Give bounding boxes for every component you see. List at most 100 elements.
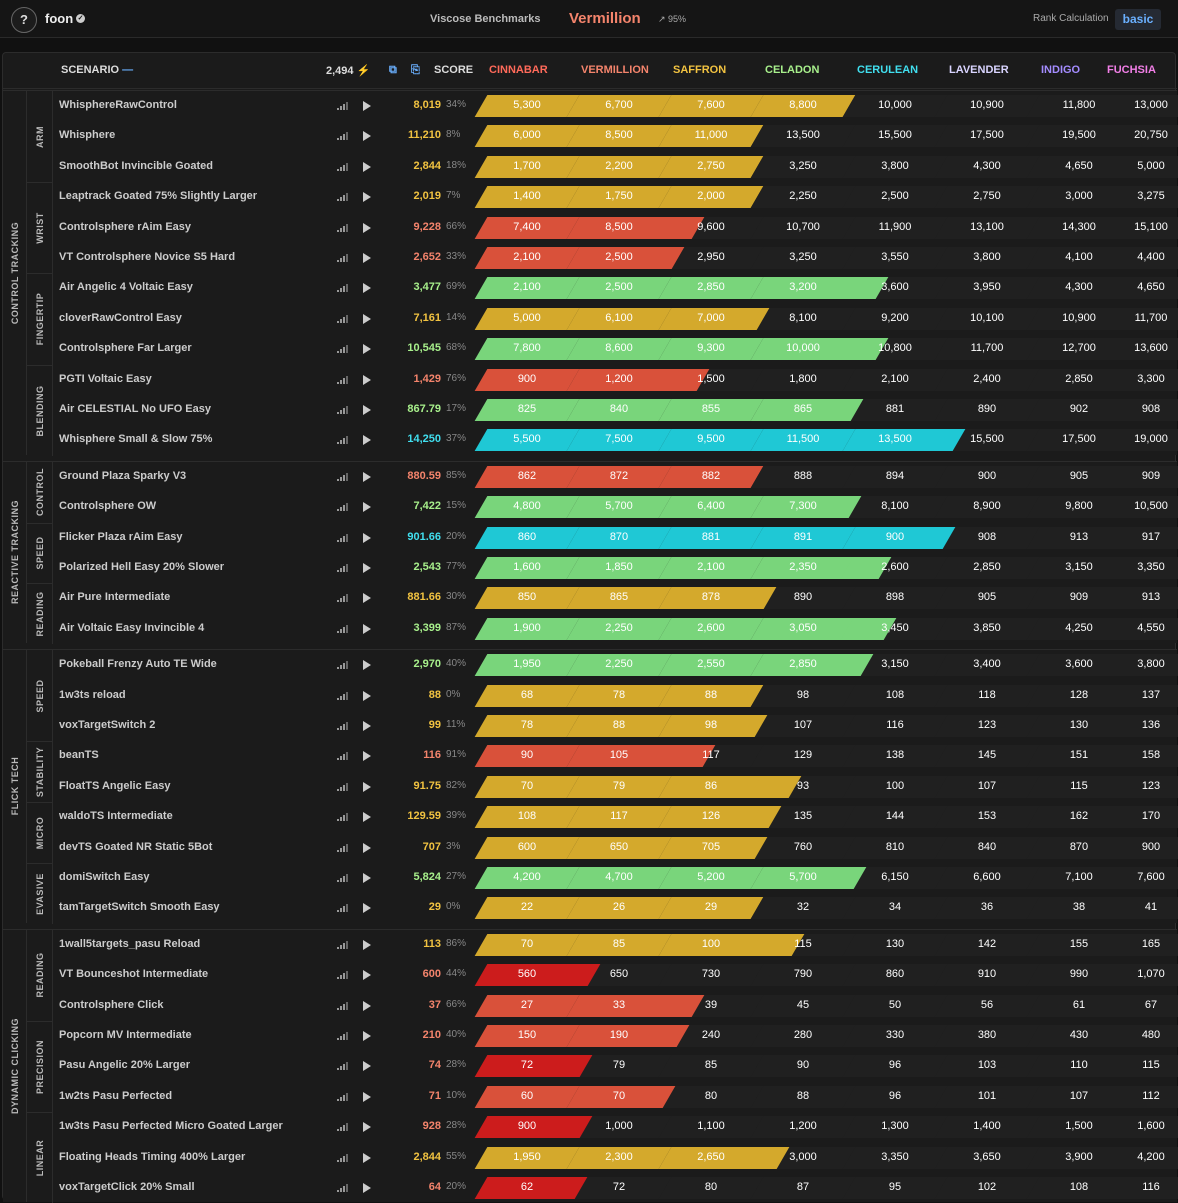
signal-icon[interactable] [337, 782, 349, 791]
play-icon[interactable] [363, 690, 371, 701]
scenario-name[interactable]: Controlsphere Far Larger [59, 342, 192, 355]
signal-icon[interactable] [337, 406, 349, 414]
play-icon[interactable] [363, 1000, 371, 1011]
signal-icon[interactable] [337, 162, 349, 171]
play-icon[interactable] [363, 593, 371, 604]
play-icon[interactable] [363, 970, 371, 981]
signal-icon[interactable] [337, 971, 349, 980]
signal-icon[interactable] [337, 345, 349, 354]
play-icon[interactable] [363, 435, 371, 446]
scenario-name[interactable]: tamTargetSwitch Smooth Easy [59, 901, 220, 914]
signal-icon[interactable] [337, 193, 349, 202]
export-icon[interactable]: ⎘ [411, 64, 420, 76]
signal-icon[interactable] [337, 661, 349, 670]
signal-icon[interactable] [337, 314, 349, 323]
play-icon[interactable] [363, 1061, 371, 1072]
signal-icon[interactable] [337, 1001, 349, 1010]
signal-icon[interactable] [337, 132, 349, 141]
play-icon[interactable] [363, 562, 371, 573]
scenario-name[interactable]: Air CELESTIAL No UFO Easy [59, 403, 211, 415]
scenario-name[interactable]: Controlsphere Click [59, 998, 164, 1011]
scenario-name[interactable]: beanTS [59, 749, 99, 762]
play-icon[interactable] [363, 903, 371, 914]
scenario-name[interactable]: Controlsphere OW [59, 500, 157, 513]
scenario-name[interactable]: domiSwitch Easy [59, 870, 150, 883]
signal-icon[interactable] [337, 940, 349, 949]
play-icon[interactable] [363, 623, 371, 634]
play-icon[interactable] [363, 842, 371, 853]
scenario-name[interactable]: 1w2ts Pasu Perfected [59, 1089, 173, 1102]
signal-icon[interactable] [337, 1153, 349, 1162]
scenario-name[interactable]: 1w3ts Pasu Perfected Micro Goated Larger [59, 1120, 283, 1133]
signal-icon[interactable] [337, 223, 349, 232]
signal-icon[interactable] [337, 624, 349, 633]
play-icon[interactable] [363, 1152, 371, 1163]
play-icon[interactable] [363, 283, 371, 294]
play-icon[interactable] [363, 344, 371, 355]
username[interactable]: foon [45, 11, 74, 26]
play-icon[interactable] [363, 1030, 371, 1041]
scenario-name[interactable]: cloverRawControl Easy [59, 311, 182, 324]
scenario-name[interactable]: 1w3ts reload [59, 688, 126, 701]
play-icon[interactable] [363, 374, 371, 385]
signal-icon[interactable] [337, 843, 349, 852]
play-icon[interactable] [363, 1122, 371, 1133]
scenario-name[interactable]: Floating Heads Timing 400% Larger [59, 1150, 246, 1163]
signal-icon[interactable] [337, 904, 349, 913]
scenario-name[interactable]: PGTI Voltaic Easy [59, 372, 152, 385]
signal-icon[interactable] [337, 1062, 349, 1071]
play-icon[interactable] [363, 660, 371, 671]
play-icon[interactable] [363, 222, 371, 233]
play-icon[interactable] [363, 161, 371, 172]
signal-icon[interactable] [337, 873, 349, 882]
signal-icon[interactable] [337, 1183, 349, 1192]
play-icon[interactable] [363, 405, 371, 415]
scenario-name[interactable]: 1wall5targets_pasu Reload [59, 937, 201, 950]
play-icon[interactable] [363, 253, 371, 263]
play-icon[interactable] [363, 313, 371, 324]
scenario-name[interactable]: Flicker Plaza rAim Easy [59, 530, 183, 543]
scenario-name[interactable]: VT Bounceshot Intermediate [59, 968, 209, 981]
play-icon[interactable] [363, 1182, 371, 1193]
play-icon[interactable] [363, 131, 371, 142]
scenario-name[interactable]: Controlsphere rAim Easy [59, 220, 192, 233]
play-icon[interactable] [363, 939, 371, 950]
play-icon[interactable] [363, 872, 371, 883]
signal-icon[interactable] [337, 284, 349, 293]
signal-icon[interactable] [337, 533, 349, 542]
scenario-name[interactable]: Popcorn MV Intermediate [59, 1028, 192, 1041]
signal-icon[interactable] [337, 752, 349, 761]
scenario-name[interactable]: Ground Plaza Sparky V3 [59, 469, 187, 482]
scenario-name[interactable]: Air Angelic 4 Voltaic Easy [59, 281, 193, 294]
play-icon[interactable] [363, 471, 371, 482]
copy-icon[interactable]: ⧉ [389, 64, 397, 76]
scenario-name[interactable]: devTS Goated NR Static 5Bot [59, 840, 213, 853]
play-icon[interactable] [363, 1091, 371, 1102]
signal-icon[interactable] [337, 254, 349, 262]
scenario-name[interactable]: voxTargetClick 20% Small [59, 1180, 195, 1193]
play-icon[interactable] [363, 532, 371, 543]
help-button[interactable]: ? [11, 7, 37, 33]
scenario-name[interactable]: Leaptrack Goated 75% Slightly Larger [59, 190, 258, 203]
play-icon[interactable] [363, 502, 371, 513]
signal-icon[interactable] [337, 721, 349, 730]
scenario-name[interactable]: Air Pure Intermediate [59, 591, 171, 604]
scenario-name[interactable]: SmoothBot Invincible Goated [59, 159, 214, 172]
scenario-name[interactable]: Polarized Hell Easy 20% Slower [59, 560, 225, 573]
signal-icon[interactable] [337, 375, 349, 384]
scenario-name[interactable]: Whisphere [59, 129, 116, 142]
signal-icon[interactable] [337, 813, 349, 822]
signal-icon[interactable] [337, 594, 349, 603]
signal-icon[interactable] [337, 1031, 349, 1040]
scenario-header[interactable]: SCENARIO — [61, 64, 134, 76]
signal-icon[interactable] [337, 436, 349, 445]
signal-icon[interactable] [337, 1123, 349, 1132]
scenario-name[interactable]: Whisphere Small & Slow 75% [59, 433, 213, 446]
scenario-name[interactable]: VT Controlsphere Novice S5 Hard [59, 251, 236, 263]
play-icon[interactable] [363, 781, 371, 792]
signal-icon[interactable] [337, 472, 349, 481]
signal-icon[interactable] [337, 503, 349, 512]
play-icon[interactable] [363, 751, 371, 762]
scenario-name[interactable]: Air Voltaic Easy Invincible 4 [59, 621, 205, 634]
play-icon[interactable] [363, 101, 371, 111]
